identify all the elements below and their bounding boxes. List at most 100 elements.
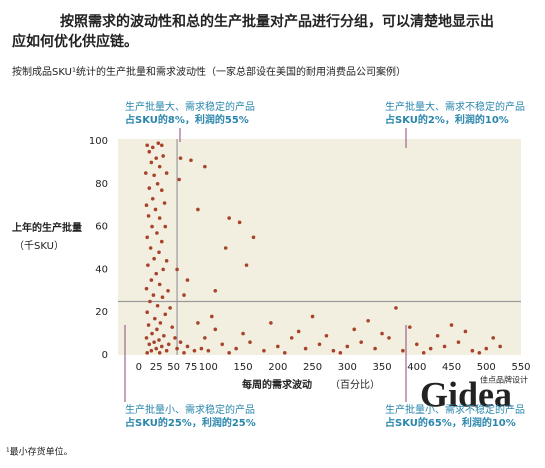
point <box>223 246 228 250</box>
point <box>373 346 377 351</box>
x-label: 每周的需求波动 <box>242 378 312 391</box>
point <box>282 351 287 355</box>
point <box>154 346 159 351</box>
annotation: 占SKU的25%，利润的25% <box>125 416 256 429</box>
point <box>151 293 156 297</box>
point <box>237 220 242 225</box>
point <box>155 303 160 308</box>
point <box>159 344 164 349</box>
x-label: （百分比） <box>330 379 380 391</box>
point <box>303 346 308 351</box>
annotation: 生产批量大、需求不稳定的产品 <box>385 100 525 113</box>
point <box>152 256 156 261</box>
point <box>149 160 154 165</box>
point <box>150 145 155 150</box>
x-tick-label: 500 <box>477 362 496 373</box>
point <box>276 344 280 349</box>
point <box>192 348 197 353</box>
point <box>163 312 168 317</box>
annotation: 生产批量小、需求稳定的产品 <box>125 403 255 416</box>
point <box>145 351 149 355</box>
point <box>414 342 419 347</box>
point <box>366 318 370 323</box>
annotation: 占SKU的8%，利润的55% <box>125 113 249 126</box>
point <box>244 263 249 267</box>
point <box>143 171 148 175</box>
point <box>157 338 161 342</box>
point <box>147 186 152 190</box>
point <box>146 214 151 218</box>
point <box>234 346 238 351</box>
point <box>146 323 151 327</box>
point <box>210 314 214 319</box>
point <box>213 327 218 332</box>
point <box>147 149 152 154</box>
point <box>159 143 164 148</box>
x-tick-label: 75 <box>185 362 198 373</box>
point <box>248 340 252 344</box>
point <box>185 344 190 349</box>
point <box>310 314 315 319</box>
point <box>157 351 162 355</box>
point <box>144 336 149 340</box>
point <box>157 216 162 220</box>
point <box>161 154 165 158</box>
point <box>150 196 155 201</box>
y-tick-label: 20 <box>95 307 108 318</box>
point <box>421 351 426 355</box>
point <box>160 295 165 300</box>
point <box>144 203 149 207</box>
point <box>155 231 159 235</box>
point <box>345 344 350 349</box>
subtitle: 按制成品SKU¹统计的生产批量和需求波动性（一家总部设在美国的耐用消费品公司案例… <box>12 65 406 78</box>
point <box>146 263 150 267</box>
point <box>152 340 156 344</box>
x-tick-label: 400 <box>407 362 426 373</box>
y-tick-label: 60 <box>95 222 108 233</box>
logo-text: 佳点品牌设计 <box>480 375 528 385</box>
point <box>155 327 159 332</box>
point <box>178 340 183 344</box>
point <box>338 351 343 355</box>
point <box>484 346 489 351</box>
point <box>163 224 168 229</box>
y-label: （千SKU） <box>14 240 64 252</box>
point <box>157 282 162 287</box>
point <box>408 325 412 329</box>
point <box>161 267 165 272</box>
point <box>145 235 149 240</box>
x-tick-label: 150 <box>234 362 253 373</box>
point <box>154 271 159 276</box>
point <box>380 331 384 336</box>
point <box>213 289 218 293</box>
point <box>317 342 322 347</box>
point <box>158 321 163 325</box>
point <box>220 342 225 347</box>
plot-area <box>118 139 521 355</box>
x-tick-label: 50 <box>167 362 180 373</box>
point <box>170 325 174 329</box>
point <box>456 340 461 344</box>
point <box>177 177 181 182</box>
point <box>150 224 154 229</box>
point <box>162 333 166 338</box>
point <box>145 143 149 148</box>
point <box>449 323 454 327</box>
point <box>227 351 231 355</box>
point <box>206 348 211 353</box>
point <box>196 321 200 325</box>
point <box>173 336 177 340</box>
point <box>159 239 164 244</box>
point <box>162 201 167 205</box>
point <box>435 333 440 338</box>
point <box>269 321 273 325</box>
footnote: ¹最小存货单位。 <box>6 446 73 458</box>
point <box>227 216 231 220</box>
point <box>147 342 152 347</box>
point <box>150 331 154 336</box>
point <box>442 344 447 349</box>
point <box>178 156 183 160</box>
x-tick-label: 550 <box>511 362 530 373</box>
annotation: 生产批量大、需求稳定的产品 <box>125 100 255 113</box>
